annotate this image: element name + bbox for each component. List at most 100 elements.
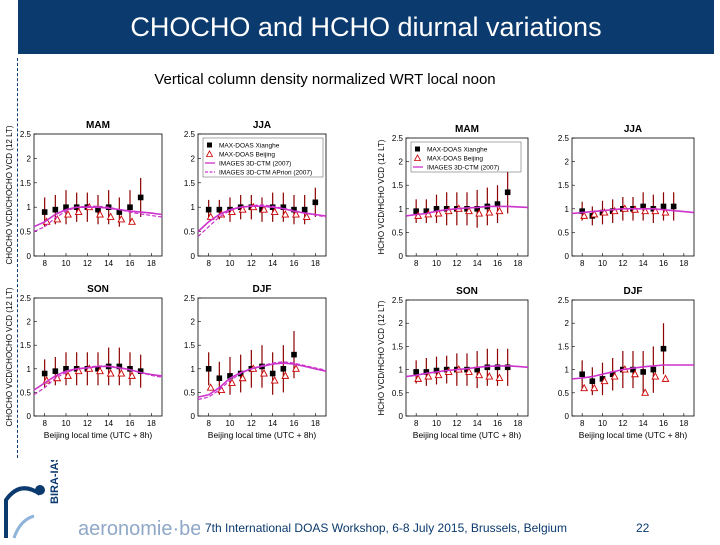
- data-point-beijing: [414, 211, 423, 219]
- series-triangle: [42, 364, 136, 384]
- data-point-xianghe: [433, 367, 440, 374]
- data-point-beijing: [414, 374, 423, 382]
- panel-title: JJA: [624, 124, 642, 135]
- data-point-beijing: [281, 210, 290, 218]
- legend-label: MAX-DOAS Beijing: [219, 152, 275, 159]
- data-point-beijing: [424, 372, 433, 380]
- x-tick-label: 16: [659, 259, 668, 268]
- data-point-xianghe: [291, 351, 297, 358]
- series-line: [405, 205, 529, 217]
- y-tick-label: 2.5: [184, 294, 196, 303]
- y-tick-label: 2.5: [558, 296, 570, 305]
- data-point-xianghe: [291, 206, 297, 213]
- data-point-beijing: [434, 370, 443, 379]
- data-point-beijing: [661, 208, 670, 216]
- data-point-beijing: [238, 373, 247, 382]
- legend-label: IMAGES 3D-CTM APriori (2007): [219, 170, 312, 177]
- data-point-xianghe: [137, 368, 144, 374]
- data-point-beijing: [465, 206, 473, 215]
- data-point-beijing: [96, 366, 104, 375]
- y-tick-label: 2: [191, 154, 196, 163]
- x-tick-label: 8: [414, 419, 419, 428]
- footer-text: 7th International DOAS Workshop, 6-8 Jul…: [205, 521, 567, 535]
- x-tick-label: 14: [104, 419, 113, 428]
- y-tick-label: 1.5: [184, 179, 196, 188]
- x-tick-label: 18: [311, 259, 320, 268]
- data-point-beijing: [600, 208, 609, 216]
- data-point-xianghe: [640, 203, 646, 210]
- x-tick-label: 10: [62, 259, 71, 268]
- data-point-xianghe: [95, 366, 101, 372]
- data-point-beijing: [495, 373, 504, 381]
- x-axis-label: Beijing local time (UTC + 8h): [44, 430, 153, 440]
- data-point-beijing: [475, 209, 484, 217]
- model-curve: [571, 364, 694, 380]
- x-tick-label: 8: [580, 259, 585, 268]
- data-point-beijing: [74, 366, 83, 375]
- legend: MAX-DOAS Xianghe MAX-DOAS Beijing IMAGES 3…: [202, 137, 324, 178]
- slide-subtitle: Vertical column density normalized WRT l…: [154, 71, 496, 88]
- model-curve: [197, 204, 327, 237]
- data-point-beijing: [270, 207, 279, 216]
- data-point-xianghe: [474, 366, 480, 373]
- x-tick-label: 10: [598, 259, 607, 268]
- data-point-xianghe: [579, 208, 585, 214]
- data-point-xianghe: [650, 366, 657, 373]
- data-point-xianghe: [280, 366, 287, 372]
- y-tick-label: 2.5: [184, 130, 196, 139]
- data-point-xianghe: [494, 364, 501, 371]
- y-tick-label: 1.5: [184, 341, 196, 350]
- data-point-beijing: [238, 205, 247, 213]
- data-point-xianghe: [423, 208, 430, 214]
- y-tick-label: 2.5: [392, 134, 404, 143]
- y-tick-label: 0: [27, 412, 32, 421]
- series-line: [571, 364, 694, 380]
- x-tick-label: 8: [42, 259, 47, 268]
- data-point-xianghe: [227, 373, 233, 379]
- data-point-beijing: [281, 371, 290, 379]
- data-point-xianghe: [423, 369, 430, 375]
- series-dashed: [33, 205, 163, 233]
- panel-title: DJF: [253, 284, 272, 295]
- x-tick-label: 12: [83, 419, 92, 428]
- y-tick-label: 0: [565, 412, 570, 421]
- x-tick-label: 18: [513, 419, 522, 428]
- bira-iasb-logo: BIRA-IASB aeronomie·be: [0, 447, 201, 545]
- y-tick-label: 0.5: [20, 228, 32, 237]
- data-point-xianghe: [484, 364, 491, 371]
- y-tick-label: 2.5: [20, 294, 32, 303]
- y-tick-label: 2: [191, 318, 196, 327]
- legend-box: [202, 137, 324, 178]
- series-line: [571, 208, 695, 215]
- y-tick-label: 1: [399, 366, 404, 375]
- data-point-xianghe: [52, 206, 59, 213]
- chart-panel-chocho-djf: 0 0.5 1 1.5 2 2.5 8 10 12 14 16 18 DJF Beijing local …: [184, 284, 327, 440]
- model-curve: [197, 362, 327, 398]
- data-point-xianghe: [443, 206, 450, 212]
- data-point-beijing: [590, 210, 599, 218]
- data-point-beijing: [485, 372, 494, 380]
- x-tick-label: 10: [432, 419, 441, 428]
- x-tick-label: 14: [104, 259, 113, 268]
- data-point-beijing: [106, 369, 115, 377]
- legend: MAX-DOAS Xianghe MAX-DOAS Beijing IMAGES 3…: [410, 141, 522, 173]
- data-point-beijing: [485, 208, 494, 216]
- data-point-xianghe: [205, 206, 212, 213]
- data-point-beijing: [610, 206, 619, 215]
- legend-swatch-square: [415, 146, 420, 152]
- data-point-xianghe: [216, 375, 223, 382]
- x-tick-label: 18: [513, 259, 522, 268]
- data-point-beijing: [270, 376, 279, 384]
- y-tick-label: 1.5: [20, 341, 32, 350]
- x-tick-label: 18: [679, 259, 688, 268]
- y-tick-label: 2.5: [558, 134, 570, 143]
- y-tick-label: 2: [27, 154, 32, 163]
- x-tick-label: 16: [659, 419, 668, 428]
- data-point-beijing: [206, 212, 215, 220]
- x-tick-label: 8: [580, 419, 585, 428]
- model-curve: [405, 205, 529, 217]
- x-tick-label: 16: [493, 259, 502, 268]
- x-tick-label: 16: [493, 419, 502, 428]
- panel-title: MAM: [455, 124, 479, 135]
- model-curve: [197, 361, 327, 401]
